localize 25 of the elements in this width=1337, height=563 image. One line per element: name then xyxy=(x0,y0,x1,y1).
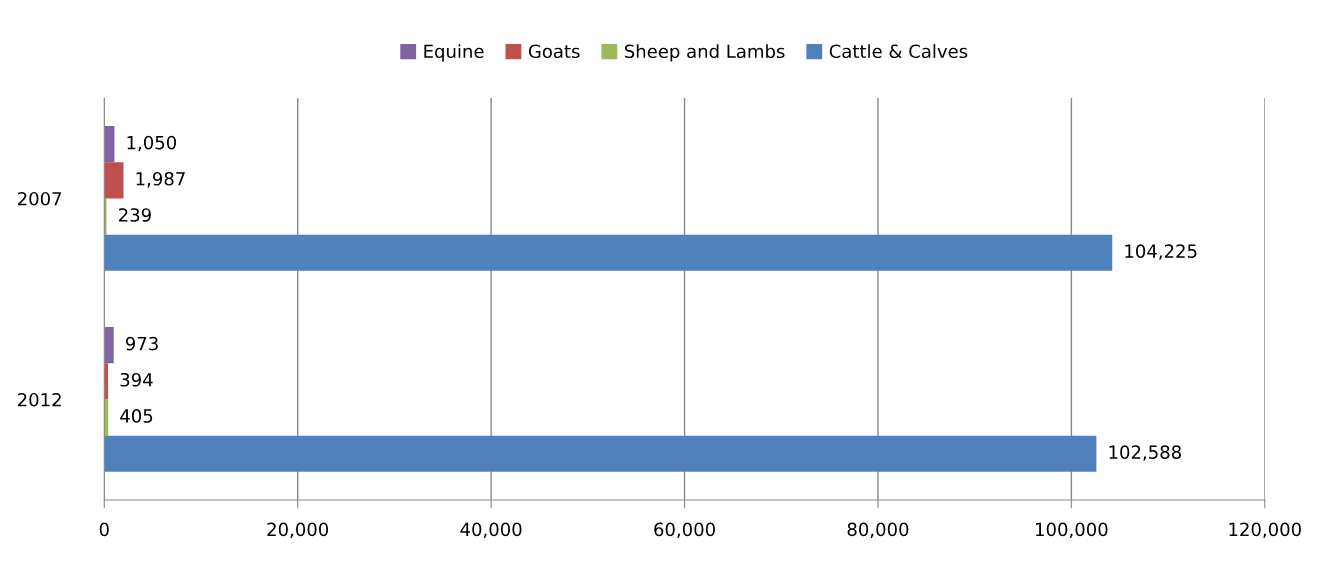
data-label: 102,588 xyxy=(1109,445,1181,461)
legend-label: Cattle & Calves xyxy=(829,44,968,59)
x-tick-label: 60,000 xyxy=(654,522,715,538)
y-tick-label: 2007 xyxy=(17,191,62,206)
bar xyxy=(104,162,124,199)
x-tick-label: 100,000 xyxy=(1036,522,1108,538)
x-tick-label: 40,000 xyxy=(460,522,522,538)
data-label: 394 xyxy=(120,372,153,387)
data-label: 1,050 xyxy=(127,135,177,152)
bar xyxy=(104,435,1097,472)
x-tick-label: 120,000 xyxy=(1229,522,1301,538)
legend-label: Sheep and Lambs xyxy=(624,44,785,62)
x-tick-label: 0 xyxy=(99,522,109,537)
data-label: 239 xyxy=(119,208,151,222)
y-tick-label: 2012 xyxy=(17,392,61,407)
data-label: 405 xyxy=(120,409,153,423)
legend-label: Equine xyxy=(424,44,484,62)
bar xyxy=(104,234,1113,271)
data-label: 973 xyxy=(125,336,158,351)
x-tick-label: 80,000 xyxy=(847,522,909,538)
legend-label: Goats xyxy=(528,44,580,59)
data-label: 1,987 xyxy=(136,171,185,188)
data-label: 104,225 xyxy=(1125,244,1197,260)
x-tick-label: 20,000 xyxy=(267,522,329,538)
bar xyxy=(104,327,114,364)
